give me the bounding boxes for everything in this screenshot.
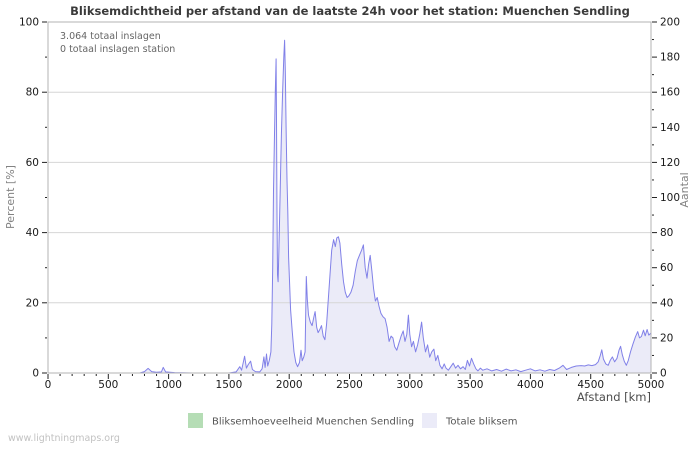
svg-text:1000: 1000 <box>155 379 182 391</box>
svg-text:0: 0 <box>660 368 667 380</box>
svg-text:2000: 2000 <box>276 379 303 391</box>
svg-text:200: 200 <box>660 17 680 29</box>
legend-label-total: Totale bliksem <box>445 417 517 428</box>
series-fill-layer <box>48 40 651 374</box>
legend: Bliksemhoeveelheid Muenchen Sendling Tot… <box>188 413 517 428</box>
gridline-layer <box>48 91 651 304</box>
svg-text:4500: 4500 <box>577 379 604 391</box>
svg-text:1500: 1500 <box>216 379 243 391</box>
tick-label-layer: 0204060801000204060801001201401601802000… <box>19 17 680 392</box>
svg-text:40: 40 <box>660 297 673 309</box>
svg-text:20: 20 <box>26 297 39 309</box>
chart-title: Bliksemdichtheid per afstand van de laat… <box>70 4 630 18</box>
legend-label-station: Bliksemhoeveelheid Muenchen Sendling <box>212 417 414 428</box>
svg-text:80: 80 <box>26 87 39 99</box>
tick-layer <box>42 21 657 379</box>
svg-text:40: 40 <box>26 227 39 239</box>
x-axis-title: Afstand [km] <box>577 390 651 404</box>
annotation-total-strikes: 3.064 totaal inslagen <box>60 31 161 42</box>
svg-text:160: 160 <box>660 87 680 99</box>
svg-text:3000: 3000 <box>396 379 423 391</box>
plot-border <box>47 21 652 374</box>
svg-text:180: 180 <box>660 52 680 64</box>
series-line-layer <box>48 39 652 374</box>
watermark-link[interactable]: www.lightningmaps.org <box>8 433 120 444</box>
svg-text:2500: 2500 <box>336 379 363 391</box>
annotation-station-strikes: 0 totaal inslagen station <box>60 44 175 55</box>
svg-text:3500: 3500 <box>457 379 484 391</box>
svg-text:5000: 5000 <box>638 379 665 391</box>
svg-text:100: 100 <box>19 17 39 29</box>
svg-text:100: 100 <box>660 192 680 204</box>
svg-text:4000: 4000 <box>517 379 544 391</box>
y-axis-left-title: Percent [%] <box>4 165 17 229</box>
svg-text:0: 0 <box>32 368 39 380</box>
svg-text:60: 60 <box>660 262 673 274</box>
svg-text:120: 120 <box>660 157 680 169</box>
legend-swatch-station <box>188 413 203 428</box>
svg-text:0: 0 <box>45 379 52 391</box>
y-axis-right-title: Aantal <box>678 172 691 207</box>
svg-text:500: 500 <box>98 379 118 391</box>
legend-swatch-total <box>422 413 437 428</box>
svg-text:20: 20 <box>660 332 673 344</box>
svg-text:60: 60 <box>26 157 39 169</box>
svg-text:80: 80 <box>660 227 673 239</box>
svg-text:140: 140 <box>660 122 680 134</box>
